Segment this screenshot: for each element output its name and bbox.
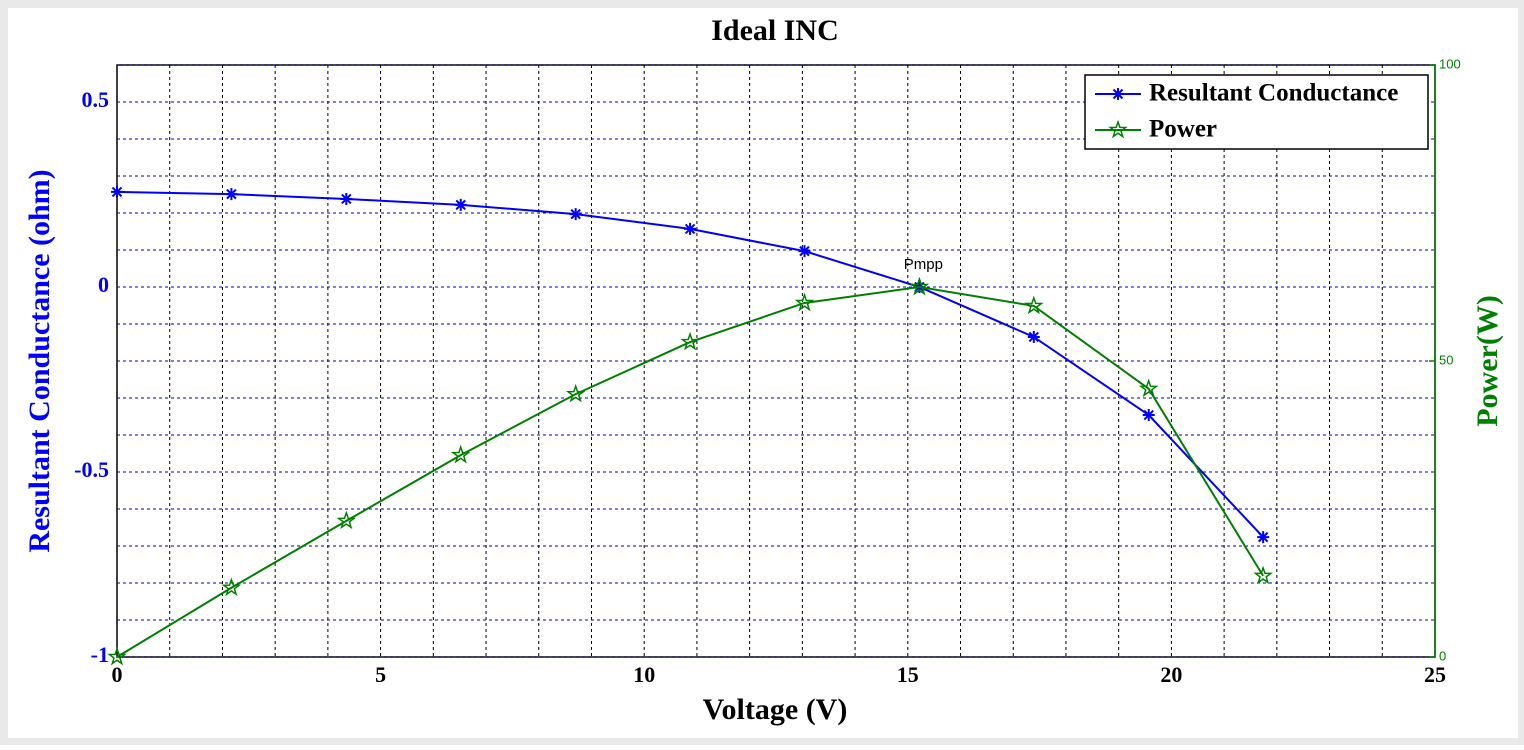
marker — [569, 208, 582, 221]
chart-title: Ideal INC — [711, 14, 839, 47]
y2-tick-label: 100 — [1439, 56, 1461, 71]
x-tick-label: 5 — [375, 662, 386, 687]
marker — [680, 331, 700, 351]
marker — [1253, 565, 1273, 585]
marker — [565, 383, 586, 403]
marker — [794, 292, 815, 312]
x-tick-label: 10 — [633, 662, 655, 687]
plot-area — [116, 64, 1436, 658]
marker — [107, 646, 127, 666]
y2-axis-label: Power(W) — [1471, 295, 1504, 427]
x-tick-label: 25 — [1424, 662, 1446, 687]
marker — [909, 276, 930, 296]
y-axis-label: Resultant Conductance (ohm) — [23, 169, 56, 552]
x-axis-label: Voltage (V) — [703, 693, 848, 726]
marker — [336, 510, 357, 530]
marker — [1257, 531, 1270, 544]
series-line — [116, 285, 1264, 658]
legend-label: Resultant Conductance — [1149, 80, 1398, 107]
marker — [225, 188, 238, 201]
marker — [684, 222, 697, 235]
y-tick-label: 0.5 — [82, 87, 110, 112]
x-tick-label: 20 — [1160, 662, 1182, 687]
marker — [1138, 378, 1159, 398]
legend-label: Power — [1149, 116, 1217, 143]
marker — [454, 198, 467, 211]
x-tick-label: 0 — [112, 662, 123, 687]
y2-tick-label: 0 — [1439, 648, 1446, 663]
marker — [798, 245, 811, 258]
marker — [450, 444, 471, 464]
y-tick-label: -1 — [91, 642, 109, 667]
marker — [1142, 409, 1155, 422]
marker — [221, 577, 242, 597]
annotation: Pmpp — [904, 256, 943, 273]
marker — [340, 192, 353, 205]
y2-tick-label: 50 — [1439, 352, 1453, 367]
legend-marker — [1112, 88, 1124, 100]
legend-marker — [1108, 119, 1128, 139]
marker — [1023, 295, 1044, 315]
y-tick-label: -0.5 — [74, 457, 109, 482]
legend-box — [1084, 74, 1429, 150]
marker — [1027, 330, 1040, 343]
marker — [111, 185, 123, 198]
y-tick-label: 0 — [98, 272, 109, 297]
x-tick-label: 15 — [897, 662, 919, 687]
